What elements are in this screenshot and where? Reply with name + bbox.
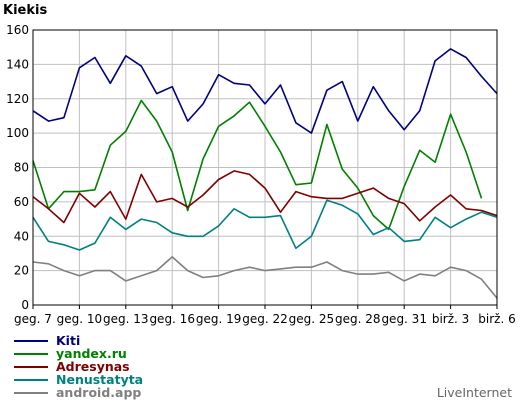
x-tick-label: geg. 7 <box>14 312 52 326</box>
y-tick-label: 0 <box>21 298 29 312</box>
x-tick-label: geg. 22 <box>242 312 288 326</box>
y-tick-label: 120 <box>6 92 29 106</box>
series-lines <box>32 48 498 299</box>
x-tick-label: geg. 10 <box>57 312 103 326</box>
legend-label: Kiti <box>56 333 80 348</box>
y-tick-label: 140 <box>6 57 29 71</box>
legend-label: android.app <box>56 385 141 400</box>
x-tick-label: birž. 6 <box>478 312 515 326</box>
legend-label: yandex.ru <box>56 346 127 361</box>
x-tick-label: birž. 3 <box>432 312 469 326</box>
y-axis-title: Kiekis <box>3 3 47 18</box>
legend-label: Adresynas <box>56 359 130 374</box>
y-tick-labels: 0 20 40 60 80 100 120 140 160 <box>6 23 29 312</box>
y-tick-label: 80 <box>14 161 29 175</box>
x-tick-labels: geg. 7 geg. 10 geg. 13 geg. 16 geg. 19 geg. 2… <box>14 312 516 326</box>
series-line-yandex-ru <box>32 99 483 231</box>
brand-label: LiveInternet <box>437 385 512 400</box>
x-tick-label: geg. 16 <box>149 312 195 326</box>
y-tick-label: 160 <box>6 23 29 37</box>
y-tick-label: 60 <box>14 195 29 209</box>
plot-frame <box>32 29 498 306</box>
series-line-kiti <box>32 48 498 134</box>
x-tick-label: geg. 28 <box>335 312 381 326</box>
series-line-android-app <box>32 256 498 299</box>
legend-label: Nenustatyta <box>56 372 143 387</box>
y-tick-label: 100 <box>6 126 29 140</box>
y-tick-label: 20 <box>14 264 29 278</box>
x-tick-label: geg. 25 <box>289 312 335 326</box>
y-tick-label: 40 <box>14 229 29 243</box>
legend: Kitiyandex.ruAdresynasNenustatytaandroid… <box>14 333 143 400</box>
series-line-nenustatyta <box>32 199 498 251</box>
x-tick-label: geg. 19 <box>196 312 242 326</box>
series-line-adresynas <box>32 170 498 224</box>
x-tick-label: geg. 31 <box>381 312 427 326</box>
x-tick-label: geg. 13 <box>103 312 149 326</box>
grid-lines <box>32 30 498 309</box>
